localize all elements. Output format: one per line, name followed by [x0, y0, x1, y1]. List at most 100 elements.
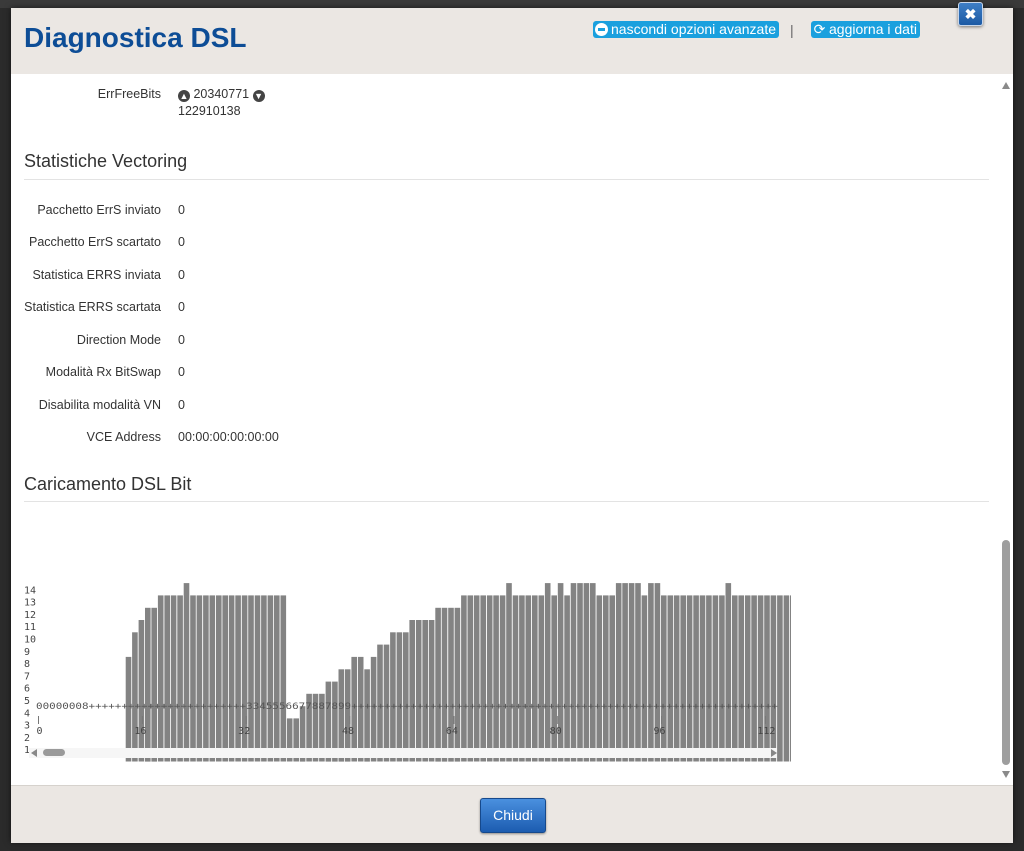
- bit-bar: [177, 595, 183, 762]
- bit-bar: [254, 595, 261, 762]
- bit-bar: [480, 595, 486, 762]
- bit-bar: [319, 693, 325, 762]
- refresh-data-button[interactable]: ⟳ aggiorna i dati: [811, 21, 920, 38]
- y-tick-label: 6: [24, 684, 30, 695]
- bit-bar: [461, 595, 467, 762]
- bit-bar: [564, 595, 570, 762]
- bitloading-section-title: Caricamento DSL Bit: [24, 474, 192, 494]
- h-scroll-thumb[interactable]: [43, 749, 65, 756]
- vectoring-stat-label: Direction Mode: [76, 333, 161, 347]
- bit-bar: [364, 669, 370, 762]
- vectoring-stat-label: Disabilita modalità VN: [38, 398, 161, 412]
- arrow-down-circle-icon: ▼: [252, 90, 265, 102]
- bit-bar: [151, 607, 157, 762]
- vectoring-stat-value: 0: [178, 235, 185, 249]
- vectoring-stat-value: 0: [178, 398, 185, 412]
- bitloading-divider: [24, 501, 989, 502]
- bit-bar: [544, 583, 551, 762]
- bit-bar: [467, 595, 474, 762]
- bit-bar: [428, 620, 435, 762]
- bit-bar: [325, 681, 332, 762]
- bit-bar: [280, 595, 287, 762]
- bit-bar: [396, 632, 403, 762]
- scroll-thumb[interactable]: [1002, 540, 1010, 765]
- bit-bar: [306, 693, 312, 762]
- bit-bar: [751, 595, 757, 762]
- y-tick-label: 13: [24, 598, 36, 609]
- hide-advanced-label: nascondi opzioni avanzate: [611, 21, 777, 37]
- scroll-left-arrow[interactable]: [31, 749, 37, 757]
- close-x-button[interactable]: ✖: [958, 2, 983, 26]
- bit-bar: [138, 620, 145, 762]
- bit-bar: [506, 583, 512, 762]
- bit-bar: [183, 583, 190, 762]
- close-button[interactable]: Chiudi: [480, 798, 546, 833]
- bit-bar: [499, 595, 506, 762]
- bit-bar: [570, 583, 577, 762]
- scroll-up-arrow[interactable]: [1002, 82, 1010, 89]
- y-tick-label: 8: [24, 659, 30, 670]
- bit-bar: [686, 595, 693, 762]
- scroll-right-arrow[interactable]: [771, 749, 777, 757]
- bit-bar: [209, 595, 216, 762]
- background-strip: [0, 0, 1024, 8]
- bit-bar: [274, 595, 280, 762]
- bit-bar: [261, 595, 267, 762]
- vectoring-stat-value: 0: [178, 203, 185, 217]
- bit-bar: [196, 595, 203, 762]
- horizontal-scrollbar[interactable]: [29, 748, 777, 758]
- bit-bar: [673, 595, 680, 762]
- bit-bar: [357, 656, 364, 762]
- bit-bar: [783, 595, 790, 762]
- y-tick-label: 11: [24, 622, 36, 633]
- arrow-up-circle-icon: ▲: [178, 90, 190, 102]
- bit-bar: [538, 595, 545, 762]
- h-scroll-track[interactable]: [29, 748, 777, 758]
- bit-bar: [435, 607, 441, 762]
- vectoring-stat-value: 0: [178, 333, 185, 347]
- hide-advanced-options-button[interactable]: nascondi opzioni avanzate: [593, 21, 780, 38]
- vectoring-section-title: Statistiche Vectoring: [24, 151, 188, 171]
- bit-bar: [390, 632, 396, 762]
- bit-bar: [577, 583, 583, 762]
- bit-bar: [383, 644, 390, 762]
- errfree-upload-value: 20340771: [193, 87, 250, 101]
- bit-bar: [370, 656, 377, 762]
- bit-bar: [454, 607, 461, 762]
- modal-content[interactable]: ErrFreeBits ▲ 20340771 ▼ 122910138 Stati…: [11, 74, 1013, 785]
- bit-bar: [622, 583, 628, 762]
- bit-bar: [235, 595, 241, 762]
- bit-bar: [132, 632, 138, 762]
- y-tick-label: 1: [24, 745, 30, 756]
- bit-bar: [125, 656, 132, 762]
- bit-bar: [764, 595, 770, 762]
- y-tick-label: 7: [24, 671, 30, 682]
- header-separator: |: [790, 22, 794, 38]
- x-tick-label: 80: [550, 726, 562, 737]
- y-tick-label: 2: [24, 733, 30, 744]
- scroll-down-arrow[interactable]: [1002, 771, 1010, 778]
- bit-bar: [338, 669, 345, 762]
- bit-bar: [635, 583, 641, 762]
- vectoring-stat-label: Statistica ERRS inviata: [32, 268, 161, 282]
- x-tick-label: 112: [757, 726, 775, 737]
- bit-bar: [661, 595, 667, 762]
- bit-bar: [583, 583, 590, 762]
- bit-bar: [422, 620, 428, 762]
- y-tick-label: 3: [24, 721, 30, 732]
- errfree-download-value: 122910138: [178, 104, 241, 118]
- vectoring-stat-label: VCE Address: [86, 430, 161, 444]
- vectoring-stat-value: 0: [178, 268, 185, 282]
- y-tick-label: 10: [24, 635, 36, 646]
- bit-bar: [738, 595, 744, 762]
- bit-bar: [228, 595, 235, 762]
- errfree-label: ErrFreeBits: [97, 87, 161, 101]
- bit-bar: [615, 583, 622, 762]
- bit-bar: [241, 595, 248, 762]
- bit-bar: [377, 644, 383, 762]
- bit-bar: [693, 595, 699, 762]
- minus-circle-icon: [595, 23, 608, 36]
- vertical-scrollbar[interactable]: [999, 74, 1013, 785]
- bit-bar: [293, 718, 299, 762]
- vectoring-stat-value: 0: [178, 300, 185, 314]
